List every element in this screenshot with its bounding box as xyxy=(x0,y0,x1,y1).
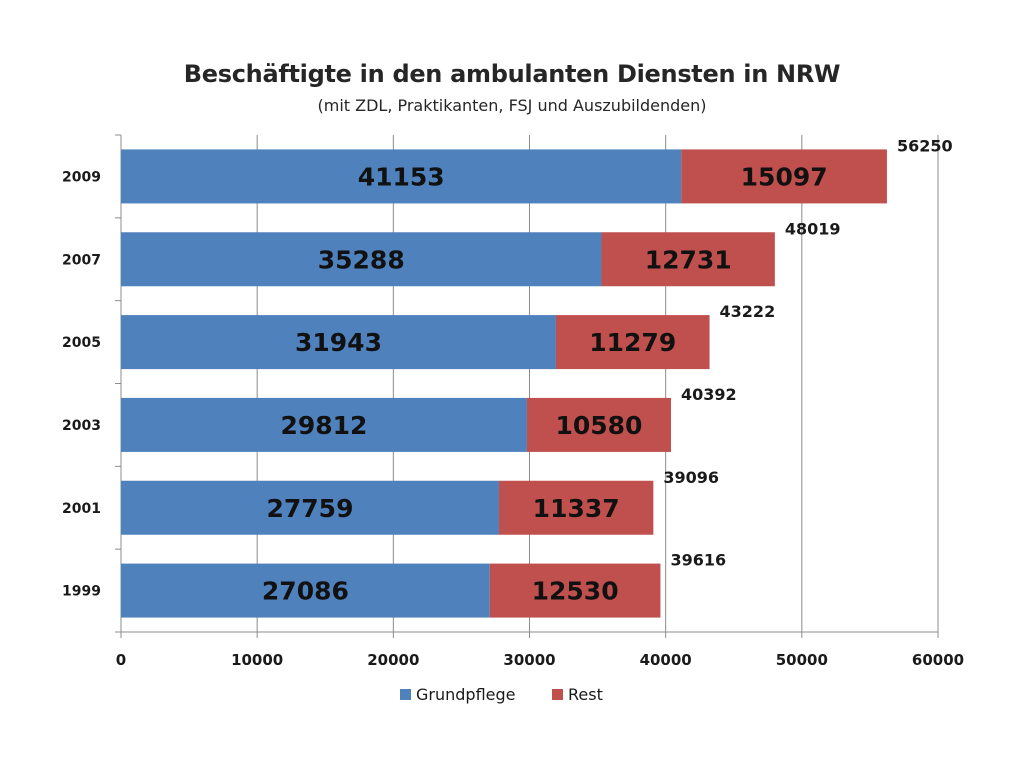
bar-grundpflege-2005 xyxy=(121,315,556,370)
category-label: 2009 xyxy=(62,169,101,185)
legend-swatch-grundpflege xyxy=(400,689,411,700)
category-label: 2007 xyxy=(62,252,101,268)
data-label: 27759 xyxy=(267,494,354,523)
labels: 2009 41153 15097 56250 2007 35288 12731 48019 20… xyxy=(62,136,953,605)
bar-rest-2009 xyxy=(681,149,887,204)
data-label: 27086 xyxy=(262,577,349,606)
data-label: 12530 xyxy=(532,577,619,606)
data-label: 15097 xyxy=(741,162,828,191)
x-tick-label: 60000 xyxy=(912,651,964,669)
bar-rest-2003 xyxy=(526,397,672,452)
total-label: 40392 xyxy=(681,385,737,404)
data-label: 31943 xyxy=(295,328,382,357)
legend-swatch-rest xyxy=(552,689,563,700)
bar-grundpflege-2001 xyxy=(121,480,499,535)
category-label: 2003 xyxy=(62,418,101,434)
total-label: 56250 xyxy=(897,136,953,155)
bar-rest-1999 xyxy=(489,563,661,618)
category-label: 1999 xyxy=(62,584,101,600)
data-label: 29812 xyxy=(280,411,367,440)
x-tick-label: 10000 xyxy=(231,651,283,669)
chart-subtitle: (mit ZDL, Praktikanten, FSJ und Auszubil… xyxy=(317,96,707,115)
category-label: 2001 xyxy=(62,501,101,517)
legend-label-rest: Rest xyxy=(568,685,603,704)
x-tick-label: 20000 xyxy=(367,651,419,669)
bars xyxy=(121,149,887,618)
bar-rest-2001 xyxy=(498,480,654,535)
bar-grundpflege-1999 xyxy=(121,563,490,618)
legend: Grundpflege Rest xyxy=(400,685,603,704)
data-label: 41153 xyxy=(358,162,445,191)
data-label: 35288 xyxy=(318,245,405,274)
bar-rest-2005 xyxy=(555,315,710,370)
total-label: 48019 xyxy=(785,219,841,238)
gridlines xyxy=(256,135,939,632)
bar-rest-2007 xyxy=(601,232,775,287)
bar-grundpflege-2007 xyxy=(121,232,602,287)
x-tick-label: 50000 xyxy=(776,651,828,669)
chart-title: Beschäftigte in den ambulanten Diensten … xyxy=(183,60,841,88)
bar-grundpflege-2009 xyxy=(121,149,682,204)
data-label: 11279 xyxy=(589,328,676,357)
category-label: 2005 xyxy=(62,335,101,351)
total-label: 39096 xyxy=(663,468,719,487)
legend-label-grundpflege: Grundpflege xyxy=(416,685,516,704)
axes: 0 10000 20000 30000 40000 50000 60000 xyxy=(115,134,964,669)
total-label: 43222 xyxy=(720,302,776,321)
x-tick-label: 0 xyxy=(116,651,126,669)
data-label: 12731 xyxy=(645,245,732,274)
bar-grundpflege-2003 xyxy=(121,397,527,452)
x-tick-label: 40000 xyxy=(640,651,692,669)
x-tick-label: 30000 xyxy=(503,651,555,669)
total-label: 39616 xyxy=(670,551,726,570)
data-label: 10580 xyxy=(555,411,642,440)
data-label: 11337 xyxy=(533,494,620,523)
